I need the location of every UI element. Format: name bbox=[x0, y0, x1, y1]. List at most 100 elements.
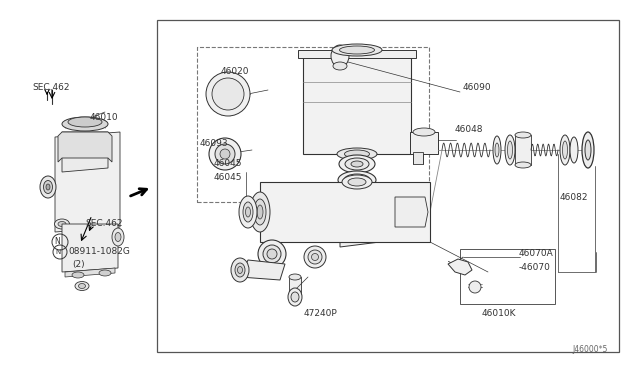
Ellipse shape bbox=[79, 283, 86, 289]
Ellipse shape bbox=[246, 207, 250, 217]
Ellipse shape bbox=[254, 199, 266, 225]
Ellipse shape bbox=[267, 249, 277, 259]
Bar bbox=[303, 54, 411, 154]
Ellipse shape bbox=[235, 263, 245, 277]
Ellipse shape bbox=[288, 288, 302, 306]
Ellipse shape bbox=[237, 266, 243, 273]
Ellipse shape bbox=[62, 117, 108, 131]
Bar bbox=[285, 184, 295, 240]
Text: J46000*5: J46000*5 bbox=[572, 346, 607, 355]
Ellipse shape bbox=[351, 177, 364, 183]
Polygon shape bbox=[65, 268, 115, 277]
Ellipse shape bbox=[333, 62, 347, 70]
Text: 46090: 46090 bbox=[463, 83, 492, 92]
Ellipse shape bbox=[515, 162, 531, 168]
Circle shape bbox=[212, 78, 244, 110]
Ellipse shape bbox=[289, 274, 301, 280]
Polygon shape bbox=[395, 197, 428, 227]
Ellipse shape bbox=[58, 221, 66, 227]
Bar bbox=[385, 184, 395, 240]
Polygon shape bbox=[58, 132, 112, 162]
Ellipse shape bbox=[563, 141, 568, 159]
Ellipse shape bbox=[99, 270, 111, 276]
Circle shape bbox=[206, 72, 250, 116]
Ellipse shape bbox=[291, 292, 299, 302]
Ellipse shape bbox=[308, 250, 322, 264]
Polygon shape bbox=[340, 207, 390, 247]
Ellipse shape bbox=[258, 240, 286, 268]
Ellipse shape bbox=[344, 174, 370, 186]
Ellipse shape bbox=[339, 46, 374, 54]
Text: SEC.462: SEC.462 bbox=[32, 83, 70, 92]
Polygon shape bbox=[448, 259, 472, 275]
Bar bbox=[335, 184, 345, 240]
Ellipse shape bbox=[515, 132, 531, 138]
Ellipse shape bbox=[112, 228, 124, 246]
Ellipse shape bbox=[40, 176, 56, 198]
Ellipse shape bbox=[348, 178, 366, 186]
Ellipse shape bbox=[68, 117, 102, 127]
Ellipse shape bbox=[582, 132, 594, 168]
Text: N: N bbox=[54, 237, 60, 247]
Ellipse shape bbox=[495, 143, 499, 157]
Ellipse shape bbox=[304, 246, 326, 268]
Ellipse shape bbox=[115, 232, 121, 241]
Ellipse shape bbox=[344, 150, 369, 158]
Text: 46082: 46082 bbox=[560, 192, 589, 202]
Text: 46010K: 46010K bbox=[482, 310, 516, 318]
Text: 46093: 46093 bbox=[200, 140, 228, 148]
Polygon shape bbox=[62, 224, 118, 272]
Text: 46020: 46020 bbox=[221, 67, 250, 77]
Ellipse shape bbox=[312, 253, 319, 260]
Bar bbox=[157, 20, 619, 352]
Text: 46070A: 46070A bbox=[519, 250, 554, 259]
Ellipse shape bbox=[493, 136, 501, 164]
Bar bbox=[515, 135, 531, 165]
Ellipse shape bbox=[508, 141, 513, 159]
Ellipse shape bbox=[44, 180, 52, 193]
Text: -46070: -46070 bbox=[519, 263, 551, 272]
Ellipse shape bbox=[54, 219, 70, 229]
Polygon shape bbox=[240, 260, 285, 280]
Ellipse shape bbox=[243, 202, 253, 222]
Bar bbox=[460, 249, 555, 304]
Ellipse shape bbox=[257, 205, 263, 219]
Ellipse shape bbox=[560, 135, 570, 165]
Text: 46045: 46045 bbox=[214, 173, 243, 182]
Ellipse shape bbox=[332, 44, 382, 56]
Circle shape bbox=[215, 144, 235, 164]
Ellipse shape bbox=[263, 245, 281, 263]
Text: 46045: 46045 bbox=[214, 160, 243, 169]
Ellipse shape bbox=[72, 272, 84, 278]
Ellipse shape bbox=[413, 128, 435, 136]
Ellipse shape bbox=[570, 137, 578, 163]
Polygon shape bbox=[55, 132, 120, 232]
Ellipse shape bbox=[239, 196, 257, 228]
Text: (2): (2) bbox=[72, 260, 84, 269]
Ellipse shape bbox=[342, 175, 372, 189]
Ellipse shape bbox=[339, 155, 375, 173]
Ellipse shape bbox=[337, 148, 377, 160]
Bar bbox=[197, 47, 429, 202]
Text: 47240P: 47240P bbox=[304, 310, 338, 318]
Ellipse shape bbox=[505, 135, 515, 165]
Ellipse shape bbox=[585, 140, 591, 160]
Ellipse shape bbox=[46, 184, 50, 190]
Ellipse shape bbox=[345, 158, 369, 170]
Ellipse shape bbox=[331, 45, 349, 67]
Bar bbox=[413, 152, 423, 164]
Text: N: N bbox=[55, 249, 60, 255]
Circle shape bbox=[209, 138, 241, 170]
Polygon shape bbox=[62, 132, 108, 172]
Circle shape bbox=[469, 281, 481, 293]
Circle shape bbox=[220, 149, 230, 159]
Text: 46010: 46010 bbox=[90, 112, 118, 122]
Ellipse shape bbox=[75, 282, 89, 291]
Ellipse shape bbox=[351, 161, 363, 167]
Text: 46048: 46048 bbox=[455, 125, 483, 135]
Polygon shape bbox=[260, 182, 430, 242]
Bar bbox=[289, 277, 301, 297]
Ellipse shape bbox=[250, 192, 270, 232]
Ellipse shape bbox=[231, 258, 249, 282]
Bar bbox=[298, 50, 416, 58]
